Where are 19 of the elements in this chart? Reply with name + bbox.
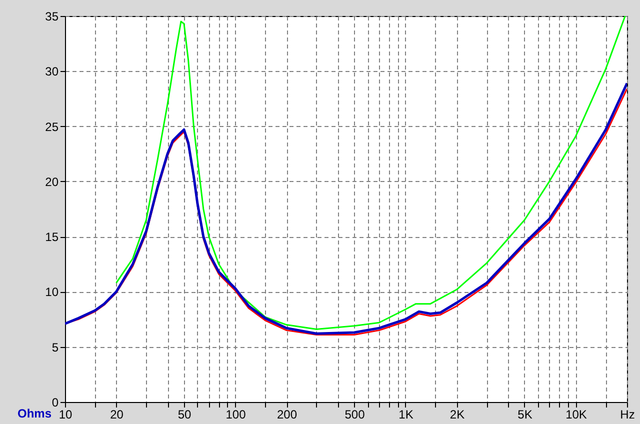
x-tick-label: 1K: [398, 408, 414, 422]
x-tick-label: 200: [276, 408, 298, 422]
x-tick-label: 20: [110, 408, 124, 422]
x-tick-label: Hz: [620, 408, 635, 422]
y-tick-label: 35: [45, 10, 59, 24]
x-tick-label: 100: [226, 408, 246, 422]
x-tick-label: 2K: [450, 408, 465, 422]
y-tick-label: 15: [45, 230, 59, 244]
x-tick-label: 500: [344, 408, 366, 422]
x-tick-label: 10K: [566, 408, 587, 422]
y-tick-label: 30: [45, 64, 59, 79]
x-tick-label: 5K: [518, 408, 532, 422]
y-tick-label: 25: [45, 120, 59, 134]
y-tick-label: 5: [52, 340, 59, 354]
x-tick-label: 50: [178, 408, 192, 422]
y-tick-label: 10: [45, 285, 59, 300]
y-tick-label: 20: [45, 174, 59, 189]
y-tick-label: 0: [52, 396, 59, 410]
y-axis-title: Ohms: [17, 406, 52, 420]
